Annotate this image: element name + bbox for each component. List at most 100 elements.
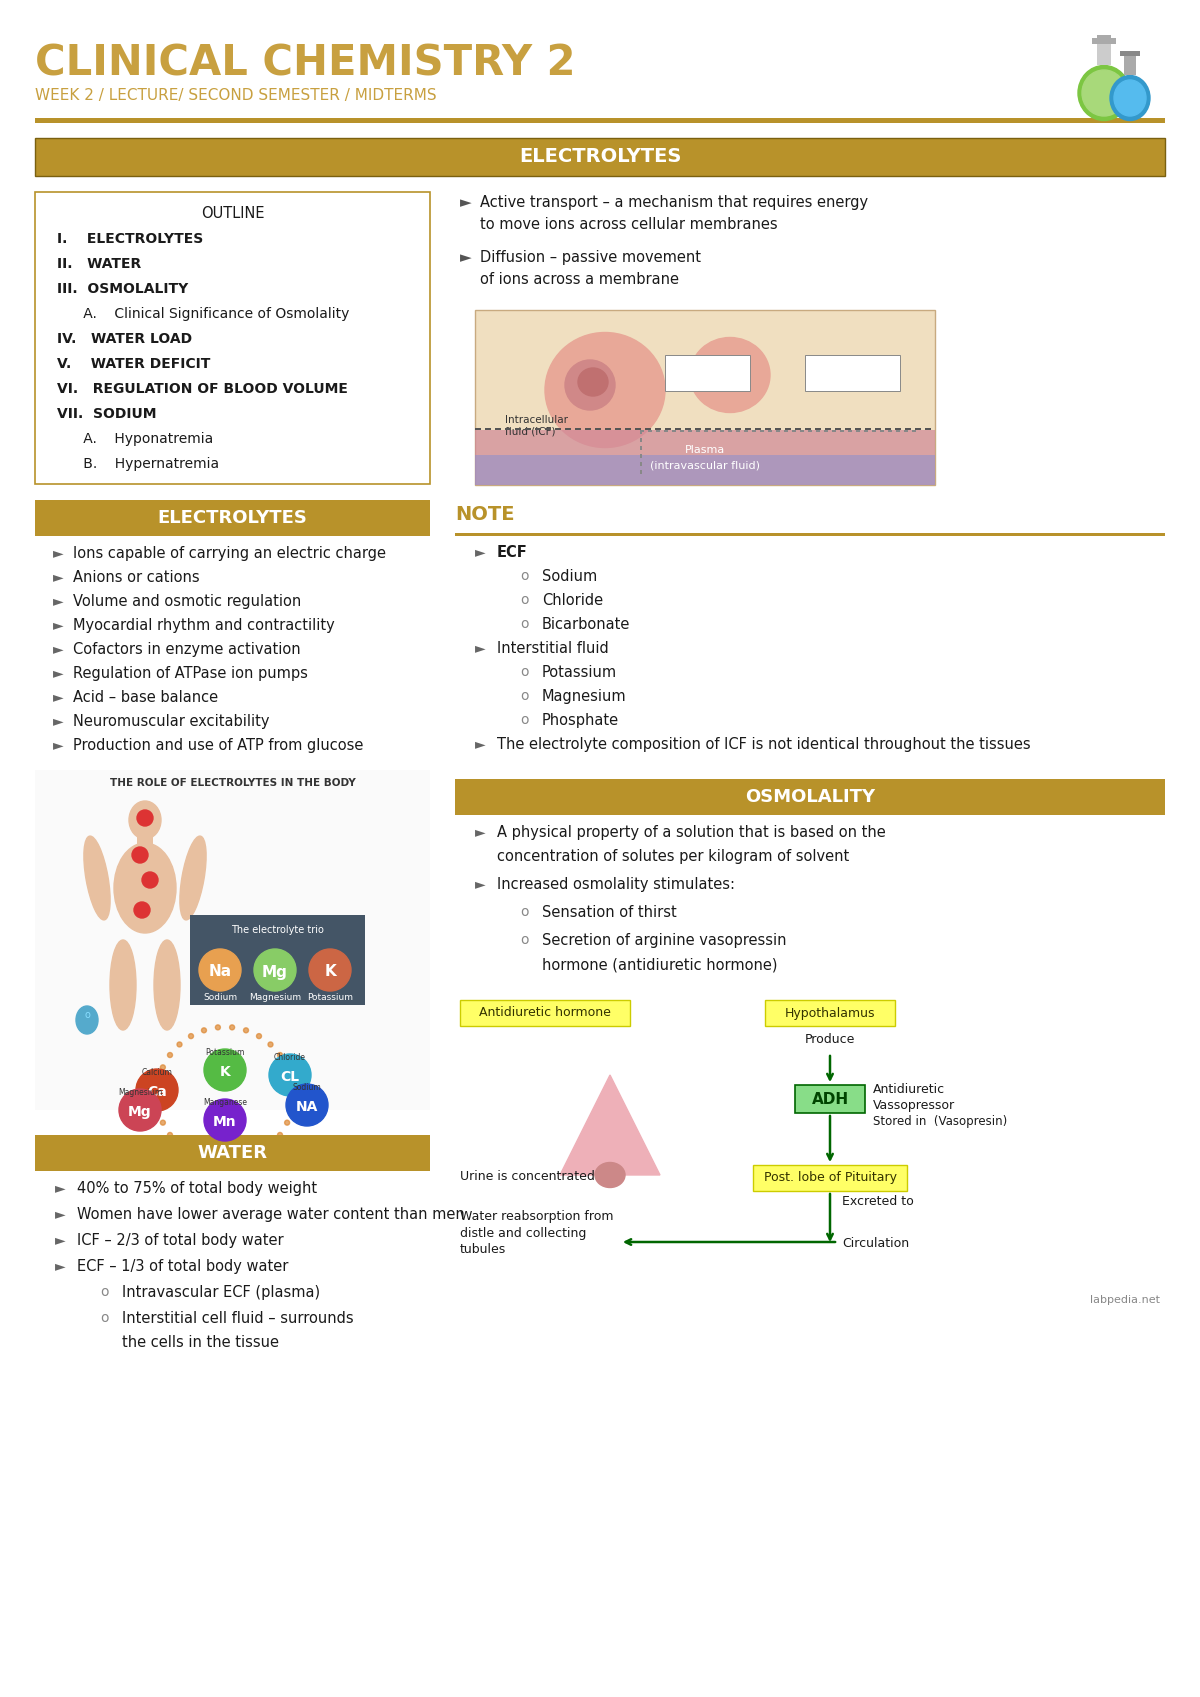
- Text: labpedia.net: labpedia.net: [1090, 1295, 1160, 1305]
- Bar: [805, 355, 900, 390]
- Text: III.  OSMOLALITY: III. OSMOLALITY: [58, 282, 188, 295]
- Ellipse shape: [690, 338, 770, 412]
- Text: Excreted to: Excreted to: [842, 1195, 913, 1208]
- Bar: [796, 428, 802, 429]
- Bar: [796, 1084, 865, 1113]
- Text: Ions capable of carrying an electric charge: Ions capable of carrying an electric cha…: [73, 546, 386, 562]
- Bar: [715, 428, 721, 429]
- Bar: [1120, 51, 1140, 56]
- Bar: [137, 837, 154, 854]
- Text: Circulation: Circulation: [842, 1237, 910, 1251]
- Text: ►: ►: [55, 1181, 66, 1195]
- Text: ELECTROLYTES: ELECTROLYTES: [518, 148, 682, 166]
- Text: Magnesium: Magnesium: [118, 1088, 162, 1096]
- Ellipse shape: [180, 837, 206, 920]
- Text: CL: CL: [281, 1071, 300, 1084]
- Text: The electrolyte composition of ICF is not identical throughout the tissues: The electrolyte composition of ICF is no…: [497, 736, 1031, 752]
- Text: A.    Hyponatremia: A. Hyponatremia: [58, 433, 214, 446]
- Ellipse shape: [286, 1084, 328, 1127]
- Bar: [586, 428, 592, 429]
- Ellipse shape: [130, 801, 161, 838]
- Text: Intravascular ECF (plasma): Intravascular ECF (plasma): [122, 1285, 320, 1300]
- Text: ►: ►: [53, 546, 64, 560]
- Text: WATER: WATER: [198, 1144, 268, 1162]
- Text: (intravascular fluid): (intravascular fluid): [650, 460, 760, 470]
- Text: Mg: Mg: [128, 1105, 152, 1118]
- Ellipse shape: [161, 1064, 166, 1069]
- Bar: [455, 533, 1165, 536]
- Ellipse shape: [215, 1025, 221, 1030]
- Bar: [706, 428, 710, 429]
- Text: tubules: tubules: [460, 1242, 506, 1256]
- Ellipse shape: [156, 1106, 161, 1112]
- Ellipse shape: [257, 1033, 262, 1039]
- Bar: [640, 429, 642, 434]
- Text: Potassium: Potassium: [205, 1049, 245, 1057]
- Text: ►: ►: [53, 738, 64, 752]
- Text: Extracellular
fluid (ECF): Extracellular fluid (ECF): [808, 356, 874, 378]
- Ellipse shape: [188, 1151, 193, 1156]
- Text: ELECTROLYTES: ELECTROLYTES: [157, 509, 307, 528]
- Text: Sodium: Sodium: [203, 993, 238, 1001]
- Text: Hypothalamus: Hypothalamus: [785, 1006, 875, 1020]
- Text: Secretion of arginine vasopressin: Secretion of arginine vasopressin: [542, 933, 786, 949]
- Bar: [640, 455, 642, 458]
- Text: VI.   REGULATION OF BLOOD VOLUME: VI. REGULATION OF BLOOD VOLUME: [58, 382, 348, 395]
- Bar: [505, 428, 511, 429]
- Text: A.    Clinical Significance of Osmolality: A. Clinical Significance of Osmolality: [58, 307, 349, 321]
- Bar: [515, 428, 521, 429]
- Text: ►: ►: [53, 714, 64, 728]
- Ellipse shape: [161, 1120, 166, 1125]
- Text: Acid – base balance: Acid – base balance: [73, 691, 218, 704]
- Text: Water reabsorption from: Water reabsorption from: [460, 1210, 613, 1224]
- Text: Antidiuretic hormone: Antidiuretic hormone: [479, 1006, 611, 1020]
- Text: o: o: [520, 665, 528, 679]
- Ellipse shape: [202, 1028, 206, 1033]
- Text: ►: ►: [55, 1234, 66, 1247]
- Bar: [826, 428, 830, 429]
- Text: ►: ►: [475, 736, 486, 752]
- Ellipse shape: [1078, 66, 1130, 120]
- Text: Mn: Mn: [214, 1115, 236, 1129]
- Bar: [685, 428, 691, 429]
- Bar: [655, 428, 661, 429]
- Text: Chloride: Chloride: [274, 1054, 306, 1062]
- Text: distle and collecting: distle and collecting: [460, 1227, 587, 1241]
- Ellipse shape: [269, 1054, 311, 1096]
- Text: ADH: ADH: [811, 1091, 848, 1106]
- Ellipse shape: [268, 1144, 274, 1149]
- Bar: [766, 428, 772, 429]
- Ellipse shape: [119, 1089, 161, 1130]
- Text: Ca: Ca: [148, 1084, 167, 1100]
- Ellipse shape: [114, 843, 176, 933]
- Text: CLINICAL CHEMISTRY 2: CLINICAL CHEMISTRY 2: [35, 42, 576, 83]
- Bar: [35, 1135, 430, 1171]
- Ellipse shape: [134, 903, 150, 918]
- Text: Diffusion – passive movement: Diffusion – passive movement: [480, 249, 701, 265]
- Ellipse shape: [136, 1069, 178, 1112]
- Bar: [35, 770, 430, 1110]
- Bar: [640, 470, 642, 473]
- Ellipse shape: [545, 333, 665, 448]
- Ellipse shape: [1082, 70, 1126, 115]
- Bar: [605, 428, 611, 429]
- Bar: [616, 428, 622, 429]
- Text: Intracellular
fluid (ICF): Intracellular fluid (ICF): [505, 416, 568, 436]
- Text: to move ions across cellular membranes: to move ions across cellular membranes: [480, 217, 778, 232]
- Ellipse shape: [1110, 75, 1150, 120]
- Bar: [554, 428, 562, 429]
- Text: Bicarbonate: Bicarbonate: [542, 618, 630, 631]
- Text: Stored in  (Vasopresin): Stored in (Vasopresin): [874, 1115, 1007, 1129]
- Text: Interstitial cell fluid – surrounds: Interstitial cell fluid – surrounds: [122, 1312, 354, 1325]
- Bar: [734, 428, 742, 429]
- Bar: [35, 501, 430, 536]
- Text: ICF – 2/3 of total body water: ICF – 2/3 of total body water: [77, 1234, 283, 1247]
- Text: NOTE: NOTE: [455, 506, 515, 524]
- Bar: [865, 428, 871, 429]
- Text: Regulation of ATPase ion pumps: Regulation of ATPase ion pumps: [73, 665, 308, 680]
- Ellipse shape: [229, 1161, 235, 1166]
- Bar: [665, 355, 750, 390]
- Text: K: K: [220, 1066, 230, 1079]
- Bar: [835, 428, 841, 429]
- Bar: [845, 428, 851, 429]
